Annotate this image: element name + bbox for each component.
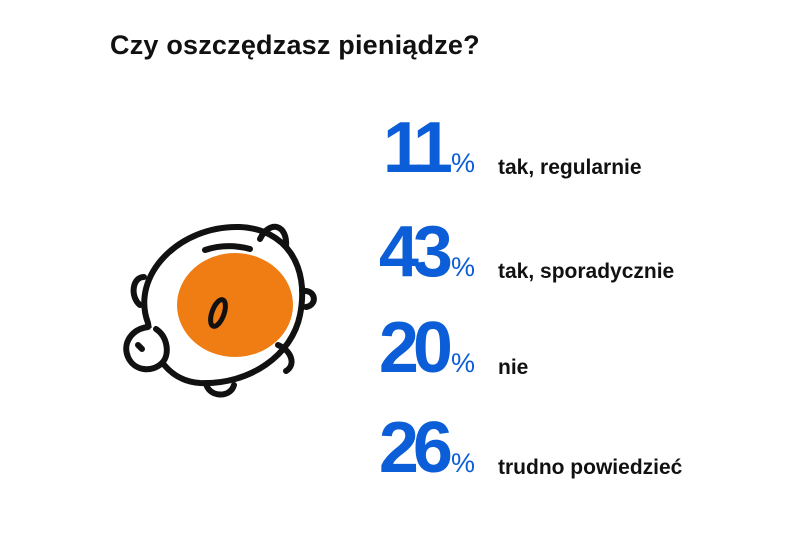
piggy-bank-icon xyxy=(123,223,317,398)
stat-value: 20% xyxy=(379,312,475,384)
stat-label: trudno powiedzieć xyxy=(498,456,683,479)
stat-label: tak, sporadycznie xyxy=(498,260,675,283)
stat-number: 26 xyxy=(378,408,453,488)
stat-number: 20 xyxy=(378,308,453,388)
stat-label: nie xyxy=(498,356,529,379)
stat-number: 43 xyxy=(378,212,453,292)
stat-number: 11 xyxy=(382,108,453,188)
stat-value: 26% xyxy=(379,412,475,484)
stat-row: 20% nie xyxy=(330,312,790,388)
stat-label: tak, regularnie xyxy=(498,156,642,179)
percent-sign: % xyxy=(450,448,475,478)
stat-value: 43% xyxy=(379,216,475,288)
stat-row: 43% tak, sporadycznie xyxy=(330,216,790,292)
percent-sign: % xyxy=(450,348,475,378)
stat-row: 26% trudno powiedzieć xyxy=(330,412,790,488)
page-title: Czy oszczędzasz pieniądze? xyxy=(110,30,480,60)
stat-row: 11% tak, regularnie xyxy=(330,112,790,188)
percent-sign: % xyxy=(450,252,475,282)
percent-sign: % xyxy=(450,148,475,178)
stat-value: 11% xyxy=(383,112,475,184)
